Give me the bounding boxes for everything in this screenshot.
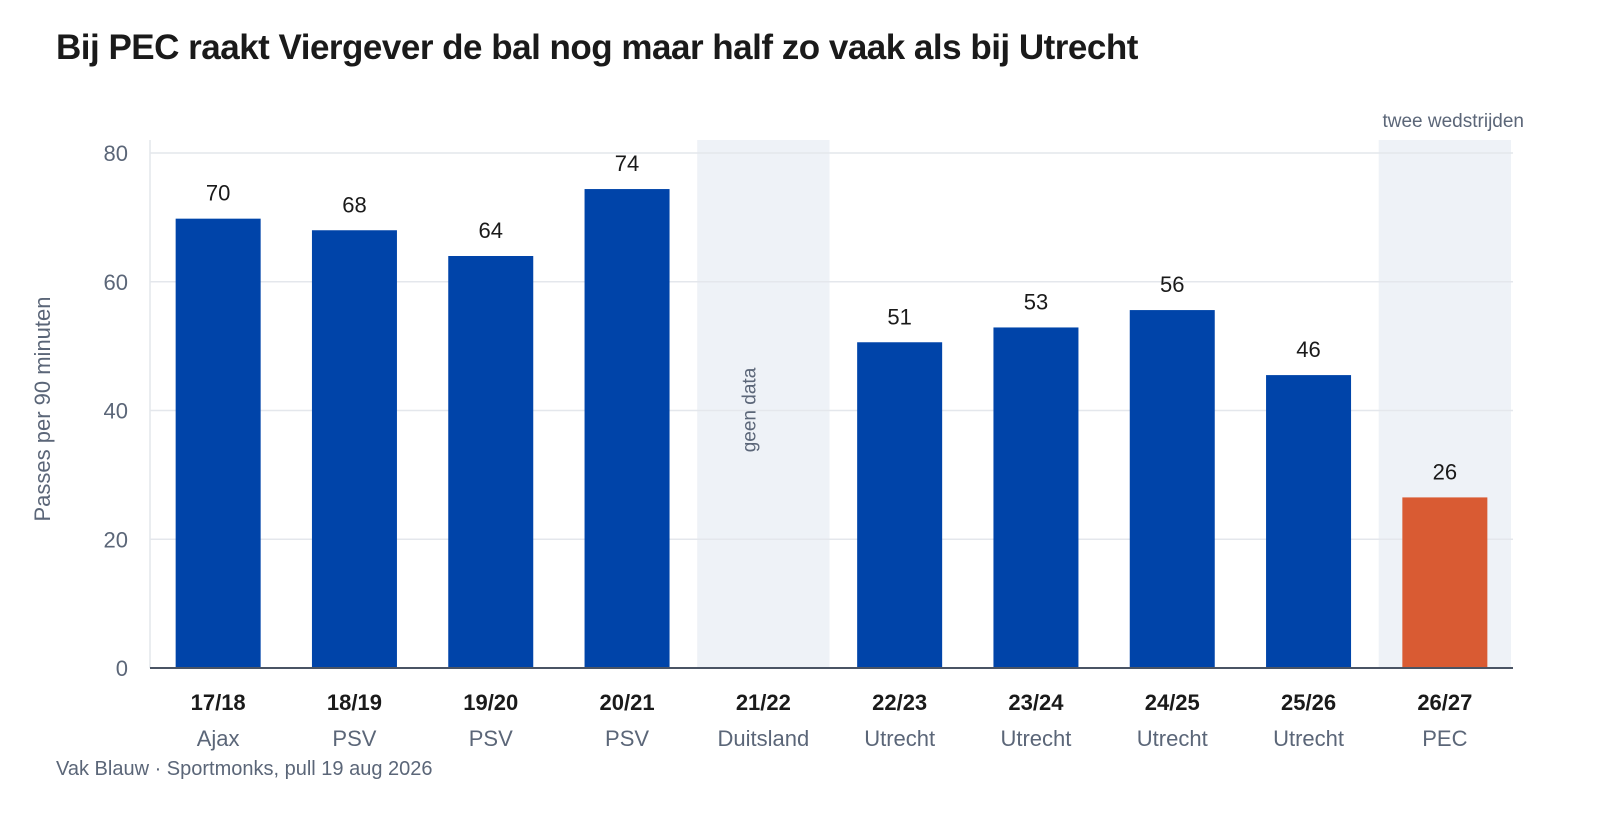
y-axis-label: Passes per 90 minuten	[30, 296, 55, 521]
source-footer: Vak Blauw · Sportmonks, pull 19 aug 2026	[56, 758, 433, 780]
bar	[584, 189, 670, 669]
x-tick-label: 22/23	[872, 690, 927, 715]
x-sub-label: PSV	[469, 726, 513, 751]
data-label: 68	[342, 192, 366, 217]
data-label: 70	[206, 181, 230, 206]
x-sub-label: Ajax	[197, 726, 240, 751]
bar	[1129, 310, 1215, 668]
data-label: 26	[1433, 459, 1457, 484]
x-sub-label: Utrecht	[1000, 726, 1071, 751]
y-tick-label: 40	[104, 399, 128, 424]
y-tick-label: 20	[104, 527, 128, 552]
x-sub-label: PSV	[332, 726, 376, 751]
x-tick-label: 26/27	[1417, 690, 1472, 715]
x-sub-label: Utrecht	[1137, 726, 1208, 751]
x-sub-label: Utrecht	[1273, 726, 1344, 751]
y-tick-label: 0	[116, 656, 128, 681]
x-tick-label: 19/20	[463, 690, 518, 715]
bar	[993, 327, 1079, 668]
x-sub-label: PEC	[1422, 726, 1467, 751]
annotation-label: geen data	[739, 367, 760, 452]
data-label: 64	[479, 218, 503, 243]
bar	[175, 218, 261, 668]
bar	[857, 342, 943, 668]
data-label: 56	[1160, 272, 1184, 297]
x-tick-label: 18/19	[327, 690, 382, 715]
data-label: 46	[1296, 337, 1320, 362]
x-sub-label: Duitsland	[717, 726, 809, 751]
annotation-label: twee wedstrijden	[1382, 111, 1524, 132]
x-sub-label: PSV	[605, 726, 649, 751]
data-label: 53	[1024, 289, 1048, 314]
bar	[1402, 497, 1488, 668]
x-tick-label: 24/25	[1145, 690, 1200, 715]
y-tick-label: 60	[104, 270, 128, 295]
y-tick-label: 80	[104, 141, 128, 166]
x-tick-label: 17/18	[191, 690, 246, 715]
data-label: 51	[887, 304, 911, 329]
shaded-band	[697, 140, 830, 668]
data-label: 74	[615, 151, 639, 176]
x-tick-label: 20/21	[600, 690, 655, 715]
bar	[311, 230, 397, 668]
x-tick-label: 21/22	[736, 690, 791, 715]
bar	[448, 256, 534, 668]
x-tick-label: 23/24	[1008, 690, 1064, 715]
chart-title: Bij PEC raakt Viergever de bal nog maar …	[56, 28, 1138, 67]
x-tick-label: 25/26	[1281, 690, 1336, 715]
bar	[1266, 375, 1352, 668]
x-sub-label: Utrecht	[864, 726, 935, 751]
